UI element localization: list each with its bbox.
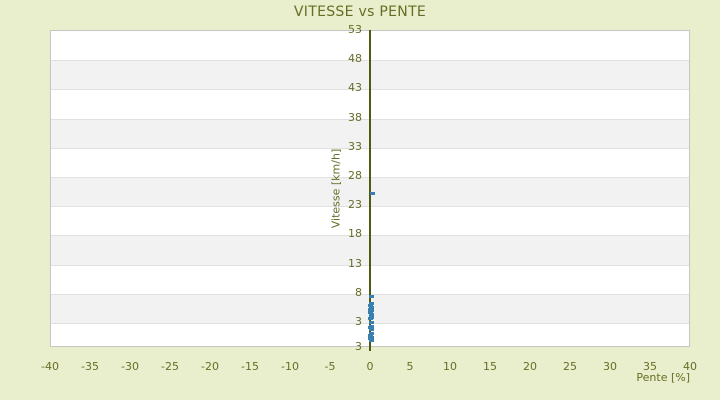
data-point — [368, 337, 373, 340]
data-point — [369, 339, 374, 342]
data-point — [369, 313, 374, 316]
data-point — [369, 295, 374, 298]
y-tick-label: 3 — [355, 315, 362, 328]
data-point — [369, 306, 374, 309]
data-point — [369, 309, 374, 312]
data-point — [368, 304, 373, 307]
y-axis-baseline-label: 3 — [355, 340, 362, 353]
y-tick-label: 43 — [348, 81, 362, 95]
x-tick-label: 40 — [683, 360, 697, 373]
y-tick-label: 13 — [348, 256, 362, 270]
y-tick-label: 28 — [348, 169, 362, 182]
data-point — [368, 317, 373, 320]
x-tick-label: -25 — [161, 360, 179, 373]
data-point — [369, 332, 374, 335]
x-tick-label: -35 — [81, 360, 99, 373]
x-tick-label: -30 — [121, 360, 139, 373]
data-point — [368, 311, 373, 314]
x-tick-label: -40 — [41, 360, 59, 373]
y-tick-label: 23 — [348, 198, 362, 212]
y-tick-label: 53 — [348, 23, 362, 36]
data-point — [369, 328, 374, 331]
x-tick-label: -5 — [324, 360, 336, 373]
x-tick-label: 35 — [643, 360, 657, 373]
y-tick-label: 38 — [348, 110, 362, 124]
x-tick-label: -10 — [281, 360, 299, 373]
y-tick-label: 33 — [348, 139, 362, 153]
chart-title: VITESSE vs PENTE — [293, 4, 427, 20]
data-point — [369, 321, 374, 324]
y-zero-axis-line — [369, 30, 371, 351]
data-point — [368, 326, 373, 329]
y-tick-label: 48 — [348, 52, 362, 66]
y-tick-label: 8 — [355, 285, 362, 299]
x-tick-label: 20 — [523, 360, 537, 373]
x-tick-label: -15 — [241, 360, 259, 373]
x-axis-title: Pente [%] — [636, 371, 690, 384]
x-tick-label: -20 — [201, 360, 219, 373]
x-tick-label: 10 — [443, 360, 457, 373]
data-point — [370, 192, 375, 195]
data-point — [368, 334, 373, 337]
x-tick-label: 15 — [483, 360, 497, 373]
data-point — [369, 302, 374, 305]
y-tick-label: 18 — [348, 227, 362, 241]
x-tick-label: 25 — [563, 360, 577, 373]
x-tick-label: 5 — [406, 360, 414, 373]
x-tick-label: 0 — [366, 360, 374, 373]
x-tick-label: 30 — [603, 360, 617, 373]
